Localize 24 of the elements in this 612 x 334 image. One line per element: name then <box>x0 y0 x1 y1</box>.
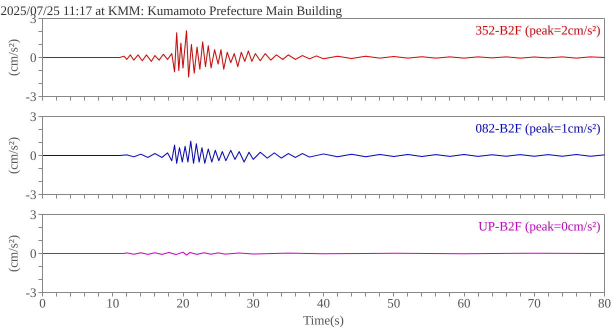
series-label: 082-B2F (peak=1cm/s²) <box>476 120 601 136</box>
x-tick-label: 30 <box>246 296 260 310</box>
y-axis-title: (cm/s²) <box>6 38 21 76</box>
series-label: 352-B2F (peak=2cm/s²) <box>476 22 601 38</box>
x-tick-label: 70 <box>528 296 541 310</box>
y-axis-title: (cm/s²) <box>6 136 21 174</box>
series-label: UP-B2F (peak=0cm/s²) <box>478 218 600 234</box>
x-tick-label: 10 <box>106 296 120 310</box>
y-tick-label: 0 <box>30 148 36 163</box>
x-axis-title: Time(s) <box>303 312 344 328</box>
y-tick-label: 3 <box>30 109 36 124</box>
y-tick-label: -3 <box>26 89 37 104</box>
x-tick-label: 40 <box>317 296 330 310</box>
x-tick-label: 60 <box>458 296 470 310</box>
x-tick-label: 50 <box>387 296 400 310</box>
y-axis-title: (cm/s²) <box>6 234 21 272</box>
y-tick-label: 3 <box>30 207 36 222</box>
y-tick-label: 0 <box>30 50 36 65</box>
line-series <box>42 140 604 164</box>
y-tick-label: 0 <box>30 246 36 261</box>
x-tick-label: 80 <box>598 296 611 310</box>
x-tick-label: 20 <box>176 296 190 310</box>
y-tick-label: -3 <box>26 285 37 300</box>
y-tick-label: -3 <box>26 187 37 202</box>
